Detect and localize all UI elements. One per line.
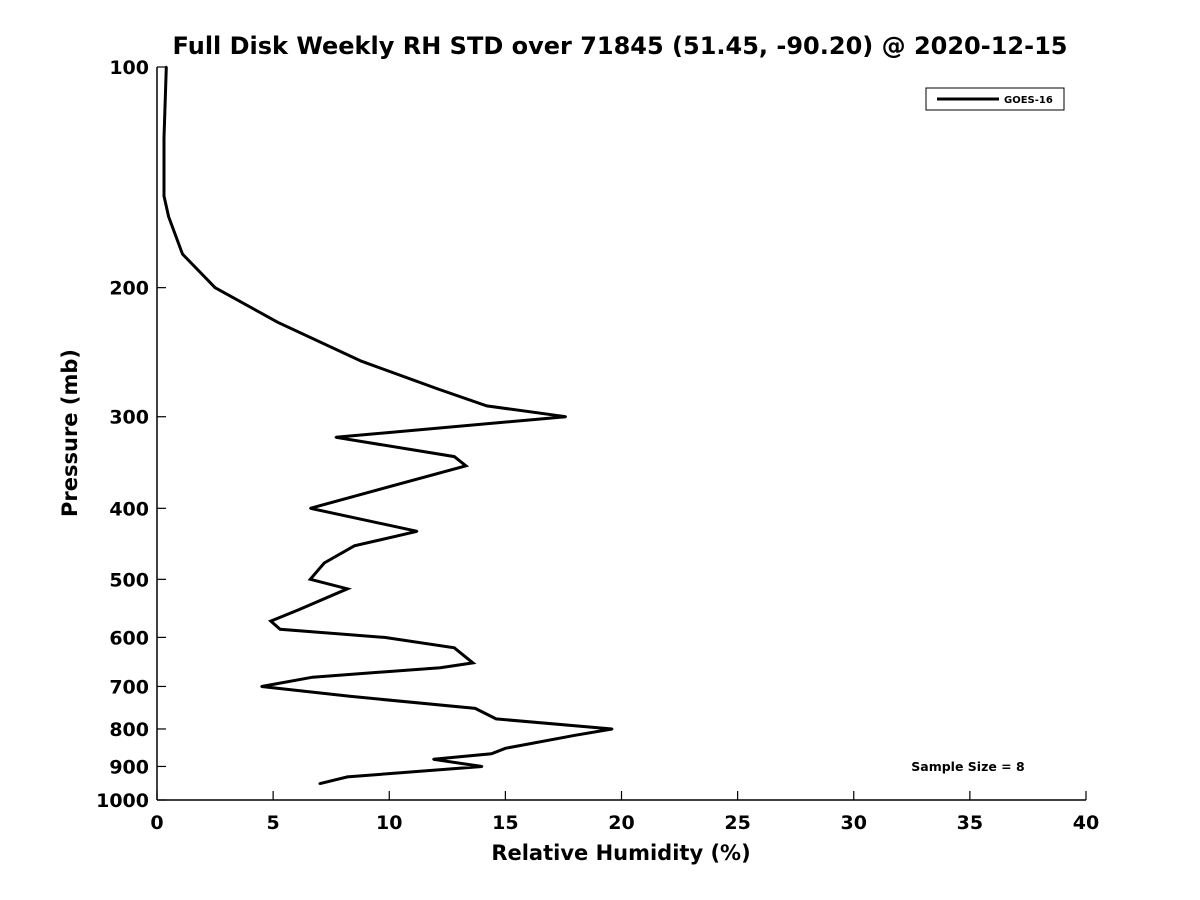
data-point — [346, 587, 349, 590]
y-tick-label: 1000 — [96, 790, 149, 812]
data-point — [346, 775, 349, 779]
data-point — [297, 608, 300, 611]
y-tick-label: 600 — [109, 627, 149, 649]
x-tick-label: 10 — [376, 812, 402, 834]
data-point — [162, 136, 166, 140]
data-point — [276, 321, 279, 324]
data-point — [334, 436, 337, 439]
y-tick-label: 800 — [109, 719, 149, 741]
y-tick-label: 700 — [109, 676, 149, 698]
y-tick-label: 400 — [109, 498, 149, 520]
series-line-goes-16 — [162, 66, 613, 786]
data-point — [474, 707, 477, 710]
data-point — [309, 578, 312, 581]
x-tick-label: 40 — [1073, 812, 1099, 834]
data-point — [353, 544, 356, 547]
data-point — [432, 758, 435, 761]
data-point — [360, 360, 363, 363]
y-tick-label: 900 — [109, 756, 149, 778]
data-point — [564, 415, 567, 418]
data-point — [464, 464, 468, 467]
data-point — [348, 695, 351, 698]
y-axis-label: Pressure (mb) — [58, 349, 82, 517]
y-tick-label: 100 — [109, 57, 149, 79]
x-tick-label: 0 — [150, 812, 163, 834]
x-tick-label: 5 — [267, 812, 280, 834]
chart-title: Full Disk Weekly RH STD over 71845 (51.4… — [173, 32, 1068, 60]
data-point — [323, 561, 326, 565]
x-tick-label: 25 — [724, 812, 750, 834]
data-point — [573, 734, 577, 737]
data-point — [318, 782, 321, 785]
data-point — [436, 387, 440, 391]
data-point — [453, 646, 456, 649]
data-point — [278, 628, 282, 631]
data-point — [260, 685, 263, 688]
data-point — [383, 636, 386, 639]
data-point — [415, 530, 419, 533]
data-point — [504, 747, 507, 750]
x-axis-label: Relative Humidity (%) — [491, 841, 750, 865]
x-tick-label: 15 — [492, 812, 518, 834]
data-point — [162, 194, 166, 198]
data-point — [269, 619, 272, 623]
x-tick-label: 35 — [957, 812, 983, 834]
data-point — [485, 404, 488, 408]
legend-label: GOES-16 — [1004, 95, 1053, 106]
x-axis-ticks: 0 5 10 15 20 25 30 35 40 — [150, 791, 1099, 834]
data-point — [611, 727, 614, 731]
data-point — [439, 666, 442, 669]
legend: GOES-16 — [925, 87, 1065, 111]
data-point — [494, 717, 498, 721]
data-point — [181, 252, 184, 256]
data-point — [165, 65, 168, 69]
y-tick-label: 500 — [109, 569, 149, 591]
data-point — [311, 676, 314, 679]
data-point — [471, 661, 475, 665]
data-point — [213, 286, 217, 289]
y-tick-label: 200 — [109, 278, 149, 300]
data-point — [490, 752, 493, 755]
series-points — [162, 65, 614, 785]
data-point — [453, 455, 456, 458]
data-point — [167, 215, 170, 218]
data-point — [480, 765, 484, 768]
x-tick-label: 20 — [608, 812, 634, 834]
data-point — [309, 507, 312, 510]
y-axis-ticks: 100 200 300 400 500 600 700 800 900 1000 — [96, 57, 166, 812]
sample-size-annotation: Sample Size = 8 — [911, 759, 1024, 774]
y-tick-label: 300 — [109, 407, 149, 429]
x-tick-label: 30 — [841, 812, 867, 834]
